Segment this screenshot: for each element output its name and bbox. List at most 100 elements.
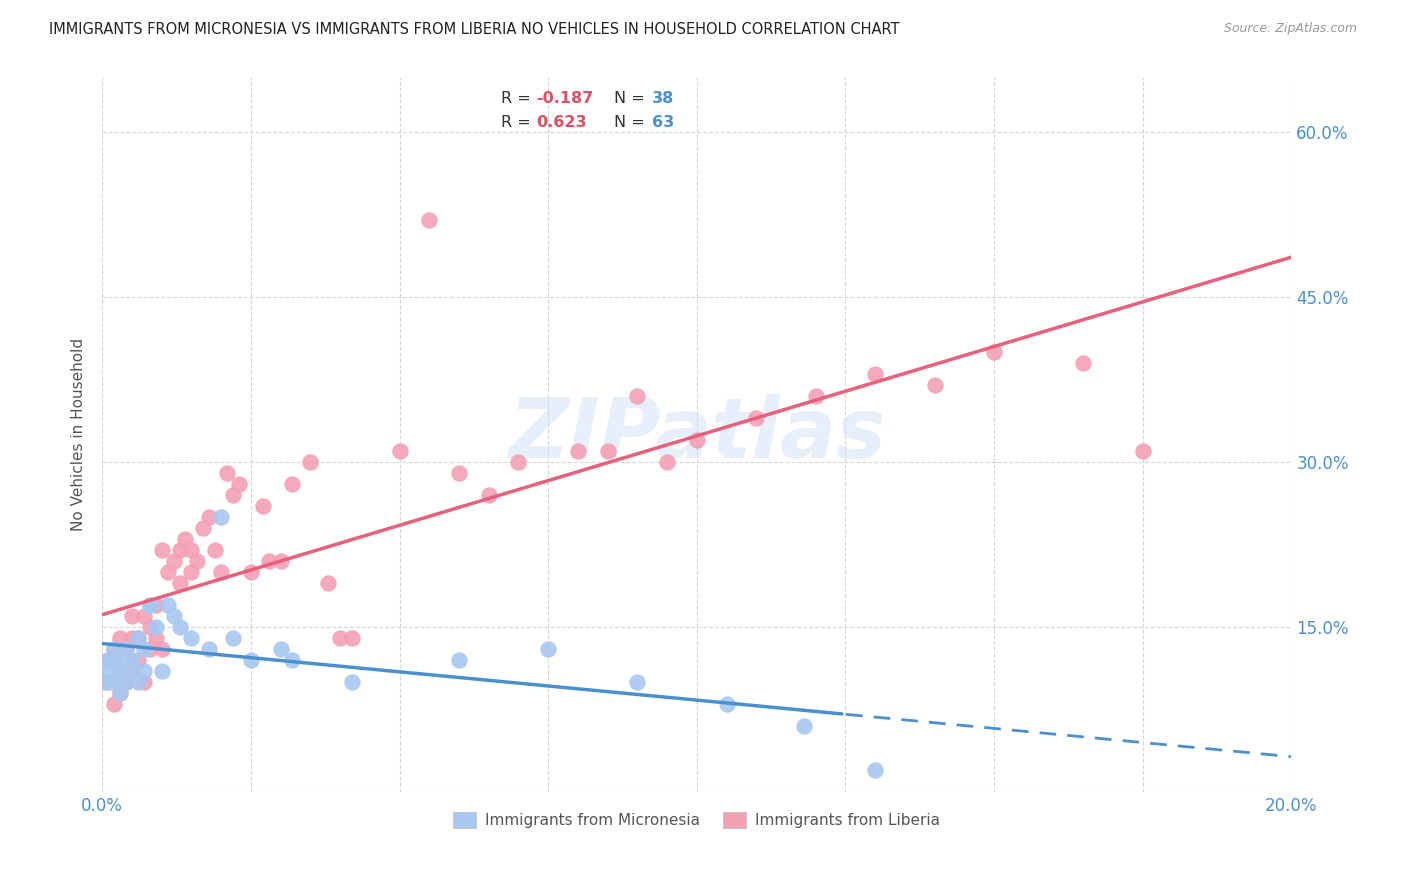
Point — [180, 631, 202, 645]
Point — [804, 389, 827, 403]
Point — [239, 653, 262, 667]
Point — [132, 609, 155, 624]
Text: 0.623: 0.623 — [536, 115, 586, 130]
Point — [103, 697, 125, 711]
Point — [108, 664, 131, 678]
Point — [239, 565, 262, 579]
Point — [209, 510, 232, 524]
Point — [257, 554, 280, 568]
Point — [150, 664, 173, 678]
Point — [145, 620, 167, 634]
Point — [108, 664, 131, 678]
Text: N =: N = — [613, 91, 650, 106]
Point — [716, 697, 738, 711]
Point — [103, 653, 125, 667]
Point — [103, 642, 125, 657]
Point — [121, 631, 143, 645]
Point — [132, 675, 155, 690]
Point — [686, 433, 709, 447]
Text: 38: 38 — [651, 91, 673, 106]
Point — [139, 598, 162, 612]
Point — [1073, 356, 1095, 370]
Point — [121, 664, 143, 678]
Point — [139, 620, 162, 634]
Point — [169, 576, 191, 591]
Point — [108, 686, 131, 700]
Point — [108, 631, 131, 645]
Point — [132, 664, 155, 678]
Point — [145, 598, 167, 612]
Text: R =: R = — [501, 115, 536, 130]
Point — [108, 686, 131, 700]
Point — [169, 543, 191, 558]
Point — [94, 675, 117, 690]
Point — [270, 554, 292, 568]
Text: IMMIGRANTS FROM MICRONESIA VS IMMIGRANTS FROM LIBERIA NO VEHICLES IN HOUSEHOLD C: IMMIGRANTS FROM MICRONESIA VS IMMIGRANTS… — [49, 22, 900, 37]
Point — [97, 664, 120, 678]
Point — [127, 631, 149, 645]
Text: Source: ZipAtlas.com: Source: ZipAtlas.com — [1223, 22, 1357, 36]
Point — [567, 444, 589, 458]
Point — [103, 642, 125, 657]
Point — [121, 609, 143, 624]
Point — [193, 521, 215, 535]
Text: ZIPatlas: ZIPatlas — [508, 394, 886, 475]
Y-axis label: No Vehicles in Household: No Vehicles in Household — [72, 338, 86, 532]
Point — [418, 213, 440, 227]
Point — [127, 675, 149, 690]
Legend: Immigrants from Micronesia, Immigrants from Liberia: Immigrants from Micronesia, Immigrants f… — [447, 806, 946, 834]
Point — [162, 554, 184, 568]
Point — [596, 444, 619, 458]
Point — [983, 345, 1005, 359]
Point — [863, 368, 886, 382]
Point — [145, 631, 167, 645]
Point — [127, 631, 149, 645]
Point — [281, 653, 304, 667]
Point — [186, 554, 208, 568]
Point — [388, 444, 411, 458]
Point — [863, 763, 886, 777]
Point — [924, 378, 946, 392]
Text: R =: R = — [501, 91, 536, 106]
Point — [1132, 444, 1154, 458]
Point — [127, 653, 149, 667]
Point — [340, 631, 363, 645]
Point — [537, 642, 560, 657]
Point — [655, 455, 678, 469]
Point — [108, 653, 131, 667]
Point — [180, 543, 202, 558]
Point — [204, 543, 226, 558]
Point — [132, 642, 155, 657]
Point — [478, 488, 501, 502]
Text: N =: N = — [613, 115, 650, 130]
Point — [447, 653, 470, 667]
Point — [626, 675, 648, 690]
Point — [228, 477, 250, 491]
Point — [252, 499, 274, 513]
Text: 63: 63 — [651, 115, 673, 130]
Point — [156, 598, 179, 612]
Point — [97, 675, 120, 690]
Point — [121, 664, 143, 678]
Point — [745, 411, 768, 425]
Point — [316, 576, 339, 591]
Point — [162, 609, 184, 624]
Point — [121, 653, 143, 667]
Point — [169, 620, 191, 634]
Point — [299, 455, 322, 469]
Point — [217, 466, 239, 480]
Point — [150, 642, 173, 657]
Point — [209, 565, 232, 579]
Point — [222, 488, 245, 502]
Point — [97, 653, 120, 667]
Point — [115, 675, 138, 690]
Point — [139, 598, 162, 612]
Point — [626, 389, 648, 403]
Point — [139, 642, 162, 657]
Point — [115, 675, 138, 690]
Point — [222, 631, 245, 645]
Point — [281, 477, 304, 491]
Point — [150, 543, 173, 558]
Point — [329, 631, 352, 645]
Point — [447, 466, 470, 480]
